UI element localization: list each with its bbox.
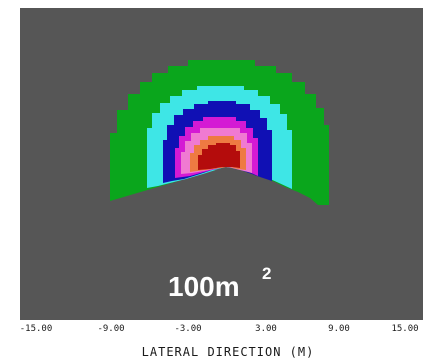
x-tick-label: 9.00: [328, 324, 350, 334]
contour-apex: [214, 167, 240, 172]
area-label-superscript: 2: [262, 264, 271, 283]
area-label: 100m: [168, 271, 240, 302]
contour-band-red: [198, 143, 240, 170]
x-tick-label: -15.00: [20, 324, 53, 334]
area-annotation: 100m 2: [168, 264, 271, 302]
contour-bands: [110, 60, 329, 205]
x-tick-label: -9.00: [97, 324, 124, 334]
x-tick-label: 15.00: [391, 324, 418, 334]
x-axis-title: LATERAL DIRECTION (M): [142, 345, 315, 359]
x-axis: -15.00 -9.00 -3.00 3.00 9.00 15.00 LATER…: [20, 324, 419, 359]
x-tick-label: -3.00: [174, 324, 201, 334]
x-tick-label: 3.00: [255, 324, 277, 334]
